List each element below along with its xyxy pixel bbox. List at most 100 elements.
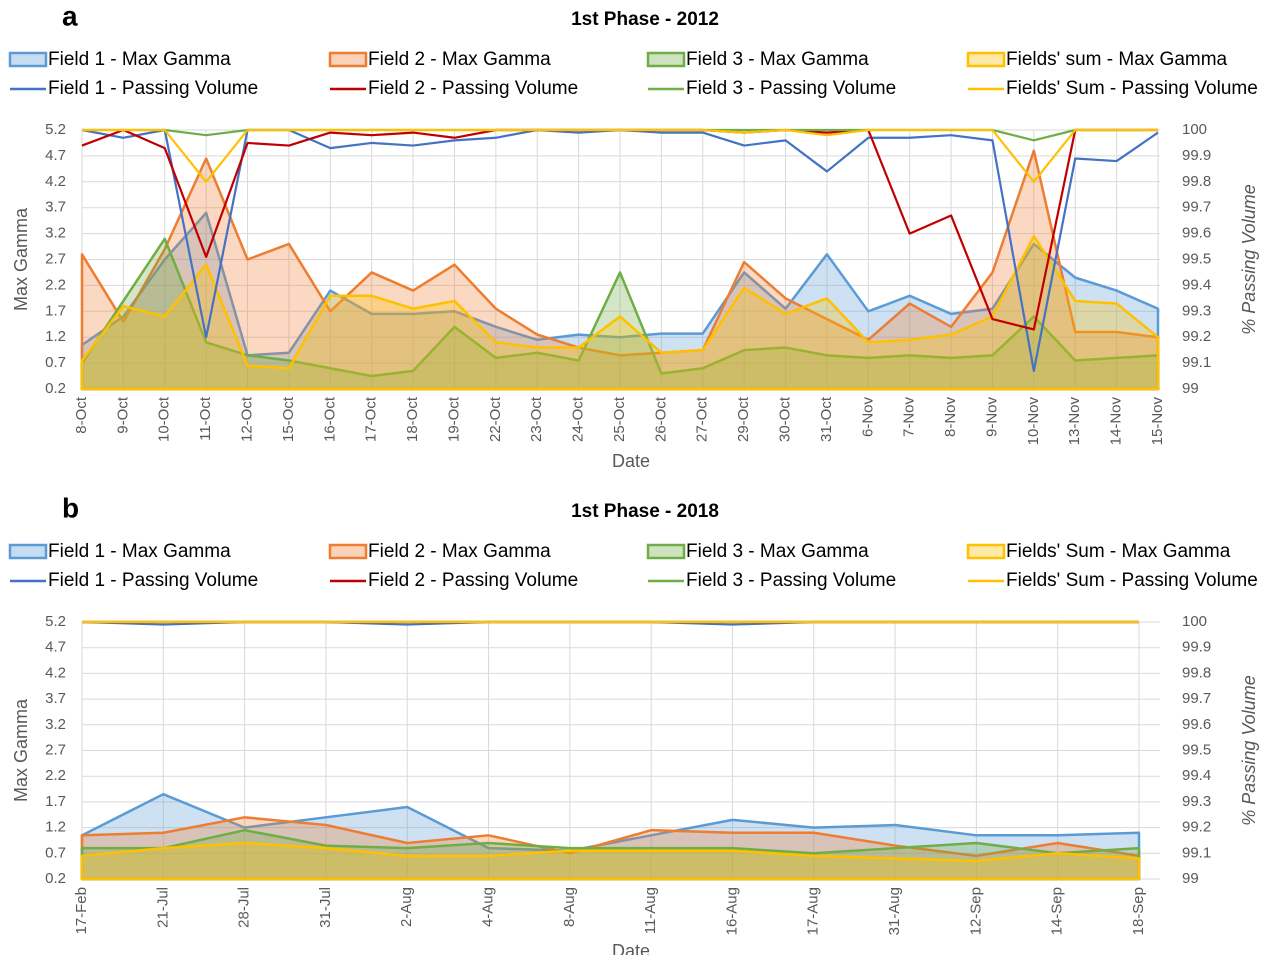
area [80,841,1141,881]
y2-tick-label: 99.3 [1182,793,1211,810]
y2-axis-label: % Passing Volume [1239,184,1259,334]
x-axis-label: Date [612,941,650,955]
x-tick-label: 12-Sep [967,887,984,935]
legend-label: Field 1 - Passing Volume [48,78,258,99]
y2-axis-label: % Passing Volume [1239,675,1259,825]
y-tick-label: 4.7 [45,147,66,164]
area [80,149,1160,391]
y-tick-label: 3.7 [45,199,66,216]
x-tick-label: 15-Nov [1149,397,1166,446]
y-tick-label: 3.7 [45,690,66,707]
x-tick-label: 23-Oct [528,396,545,442]
legend-swatch [8,543,48,560]
y2-tick-label: 99.1 [1182,844,1211,861]
legend-label: Field 1 - Max Gamma [48,541,231,562]
x-tick-label: 14-Nov [1108,397,1125,446]
y2-tick-label: 100 [1182,613,1207,630]
x-tick-label: 17-Feb [73,887,90,935]
x-tick-label: 13-Nov [1066,397,1083,446]
legend-swatch [328,51,368,68]
y-tick-label: 2.7 [45,741,66,758]
legend-label: Field 1 - Max Gamma [48,49,231,70]
x-tick-label: 12-Oct [239,396,256,442]
legend-label: Fields' Sum - Max Gamma [1006,541,1231,562]
y2-tick-label: 99.4 [1182,767,1211,784]
y-tick-label: 5.2 [45,613,66,630]
x-tick-label: 30-Oct [777,396,794,442]
x-tick-label: 18-Oct [404,396,421,442]
x-tick-label: 19-Oct [445,396,462,442]
legend-label: Field 3 - Passing Volume [686,78,896,99]
x-tick-label: 15-Oct [280,396,297,442]
x-tick-label: 8-Nov [942,397,959,438]
y2-tick-label: 99.8 [1182,173,1211,190]
x-tick-label: 2-Aug [398,887,415,927]
x-tick-label: 10-Nov [1025,397,1042,446]
legend-swatch [8,51,48,68]
y2-tick-label: 99.2 [1182,819,1211,836]
panel-label: b [62,492,79,523]
y-axis-label: Max Gamma [11,207,31,311]
legend-swatch [966,543,1006,560]
legend-swatch [646,51,686,68]
legend-label: Field 3 - Max Gamma [686,541,869,562]
legend-label: Fields' Sum - Passing Volume [1006,570,1258,591]
y-tick-label: 2.7 [45,250,66,267]
y2-tick-label: 99.6 [1182,716,1211,733]
legend-swatch [328,543,368,560]
x-tick-label: 29-Oct [735,396,752,442]
x-tick-label: 10-Oct [156,396,173,442]
y-tick-label: 0.2 [45,380,66,397]
y2-tick-label: 99 [1182,870,1199,887]
y2-tick-label: 99.5 [1182,250,1211,267]
x-tick-label: 25-Oct [611,396,628,442]
y-tick-label: 0.7 [45,354,66,371]
y-tick-label: 1.7 [45,302,66,319]
legend-swatch [966,51,1006,68]
x-tick-label: 31-Aug [886,887,903,935]
y-tick-label: 2.2 [45,767,66,784]
x-axis-label: Date [612,451,650,471]
legend-label: Field 2 - Passing Volume [368,78,578,99]
line [82,128,1158,183]
y-axis-label: Max Gamma [11,698,31,802]
y2-tick-label: 99.4 [1182,276,1211,293]
y-tick-label: 4.2 [45,173,66,190]
x-tick-label: 16-Aug [723,887,740,935]
chart-panel: b 1st Phase - 2018 Field 1 - Max Gamma Fiel… [8,492,1259,960]
x-tick-label: 26-Oct [652,396,669,442]
y-tick-label: 1.7 [45,793,66,810]
x-tick-label: 6-Nov [859,397,876,438]
x-tick-label: 31-Jul [317,887,334,928]
y-tick-label: 1.2 [45,328,66,345]
legend-label: Field 3 - Max Gamma [686,49,869,70]
chart-title: 1st Phase - 2018 [571,501,719,522]
x-tick-label: 8-Oct [73,396,90,434]
x-tick-label: 9-Nov [983,397,1000,438]
chart-title: 1st Phase - 2012 [571,9,719,30]
x-tick-label: 18-Sep [1130,887,1147,935]
x-tick-label: 27-Oct [694,396,711,442]
x-tick-label: 31-Oct [818,396,835,442]
y-tick-label: 0.7 [45,844,66,861]
x-tick-label: 21-Jul [154,887,171,928]
area [80,828,1141,881]
x-tick-label: 22-Oct [487,396,504,442]
x-tick-label: 28-Jul [236,887,253,928]
y2-tick-label: 99 [1182,380,1199,397]
y-tick-label: 3.2 [45,716,66,733]
x-tick-label: 9-Oct [114,396,131,434]
x-tick-label: 8-Aug [561,887,578,927]
y-tick-label: 4.2 [45,664,66,681]
area [80,234,1160,391]
legend-label: Field 2 - Passing Volume [368,570,578,591]
x-tick-label: 17-Aug [805,887,822,935]
x-tick-label: 4-Aug [480,887,497,927]
x-tick-label: 11-Oct [197,396,214,441]
y2-tick-label: 100 [1182,121,1207,138]
x-tick-label: 24-Oct [570,396,587,442]
panel-label: a [62,0,78,31]
y2-tick-label: 99.7 [1182,199,1211,216]
legend-label: Fields' Sum - Passing Volume [1006,78,1258,99]
chart-panel: a 1st Phase - 2012 Field 1 - Max Gamma Fiel… [8,0,1259,471]
